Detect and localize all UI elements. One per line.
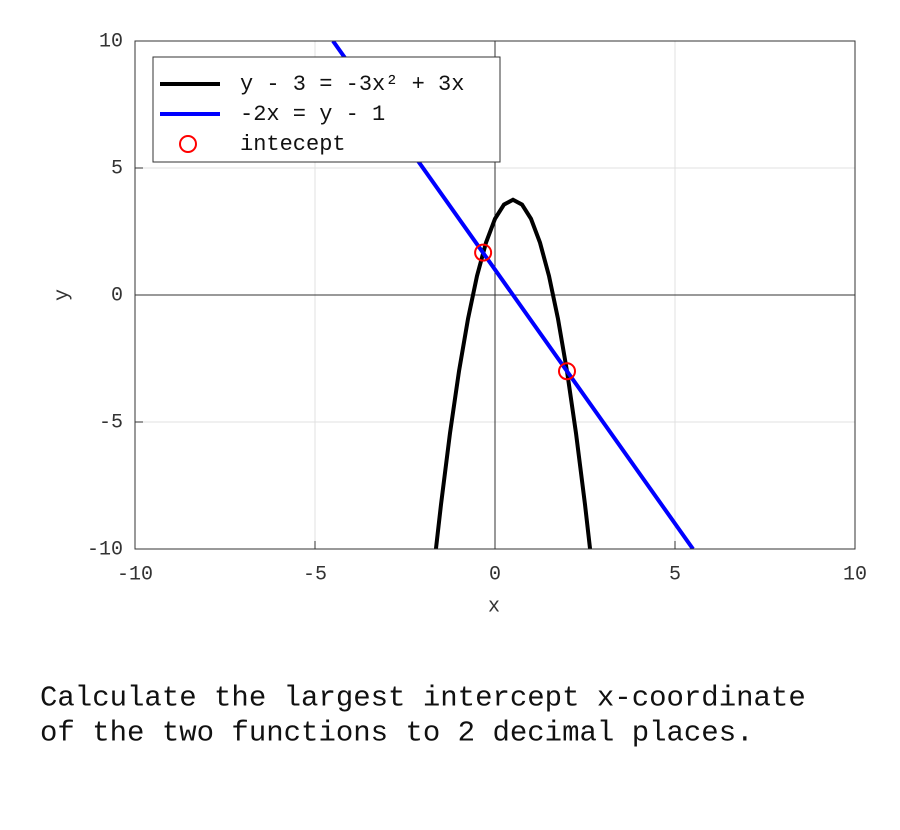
y-tick-label: -5 — [99, 411, 123, 434]
legend-label: intecept — [240, 132, 346, 157]
y-axis-label: y — [51, 289, 74, 301]
question-line: Calculate the largest intercept x-coordi… — [40, 682, 806, 715]
legend-box — [152, 56, 501, 163]
y-tick-label: 0 — [111, 284, 123, 307]
legend-marker — [179, 135, 197, 153]
legend: y - 3 = -3x² + 3x -2x = y - 1 intecept — [152, 56, 501, 163]
y-tick-label: -10 — [87, 538, 123, 561]
intercept-marker — [558, 362, 576, 381]
x-tick-label: 0 — [489, 563, 501, 586]
y-tick-label: 10 — [99, 30, 123, 53]
x-tick-label: 10 — [843, 563, 867, 586]
legend-label: y - 3 = -3x² + 3x — [240, 72, 464, 97]
x-axis-label: x — [488, 595, 500, 618]
intercept-marker — [474, 243, 493, 262]
question-line: of the two functions to 2 decimal places… — [40, 717, 754, 750]
x-tick-label: 5 — [669, 563, 681, 586]
legend-label: -2x = y - 1 — [240, 102, 385, 127]
label-layer: -10 -5 0 5 10 -10 -5 0 5 10 — [87, 30, 867, 586]
x-tick-label: -10 — [117, 563, 153, 586]
y-tick-label: 5 — [111, 157, 123, 180]
plot-frame — [134, 40, 856, 550]
x-tick-label: -5 — [303, 563, 327, 586]
